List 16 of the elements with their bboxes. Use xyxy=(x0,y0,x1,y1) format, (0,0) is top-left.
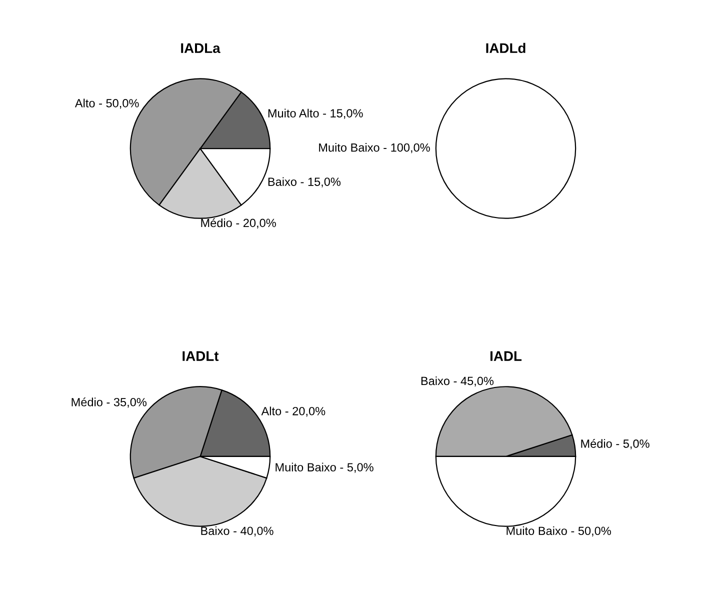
slice-label: Muito Baixo - 5,0% xyxy=(276,462,374,473)
slice-label: Alto - 50,0% xyxy=(74,98,139,109)
chart-title: IADL xyxy=(490,351,522,361)
slice-label: Muito Baixo - 100,0% xyxy=(319,143,430,154)
slice-label: Baixo - 40,0% xyxy=(201,526,274,536)
slice-label: Médio - 35,0% xyxy=(72,398,147,408)
chart-title: IADLd xyxy=(486,42,526,54)
chart-title: IADLt xyxy=(182,351,219,361)
slice-label: Médio - 5,0% xyxy=(581,439,650,450)
slice-label: Baixo - 15,0% xyxy=(268,177,341,188)
slice-label: Médio - 20,0% xyxy=(201,218,276,229)
slice-label: Muito Baixo - 50,0% xyxy=(506,526,611,536)
chart-title: IADLa xyxy=(181,43,220,54)
slice-label: Muito Alto - 15,0% xyxy=(268,108,363,119)
slice-label: Baixo - 45,0% xyxy=(421,376,494,387)
slice-label: Alto - 20,0% xyxy=(261,406,326,417)
